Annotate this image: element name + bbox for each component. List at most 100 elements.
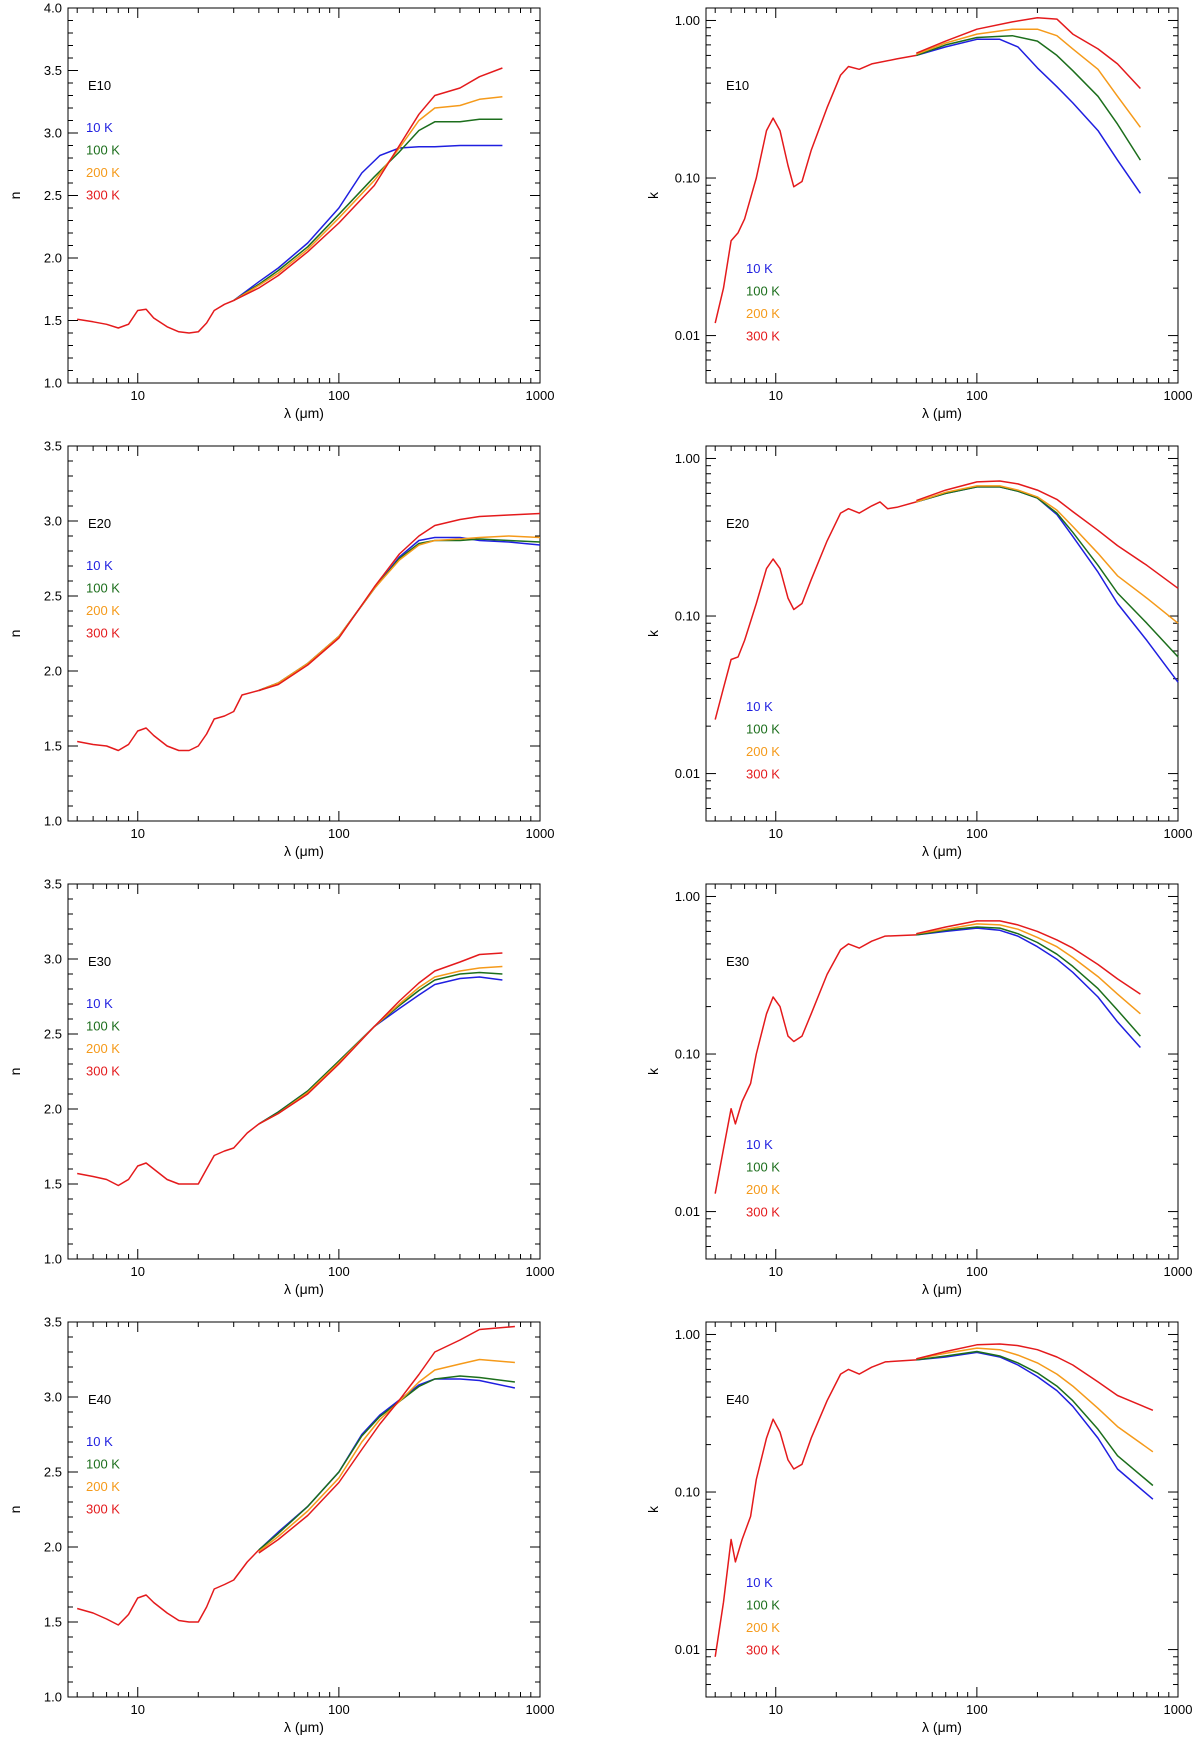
x-tick-label: 100 <box>328 826 350 841</box>
y-tick-label: 0.10 <box>675 1047 700 1062</box>
legend-entry-200k: 200 K <box>746 1182 780 1197</box>
panel-title: E30 <box>726 954 749 969</box>
x-tick-label: 100 <box>328 388 350 403</box>
y-tick-label: 1.00 <box>675 13 700 28</box>
y-axis-label: n <box>7 630 23 638</box>
y-tick-label: 2.5 <box>44 1027 62 1042</box>
series-line-100k <box>916 1350 1154 1487</box>
legend-entry-300k: 300 K <box>746 767 780 782</box>
x-tick-label: 1000 <box>526 1702 555 1717</box>
legend-entry-200k: 200 K <box>746 1620 780 1635</box>
y-tick-label: 0.01 <box>675 1204 700 1219</box>
series-line-200k <box>916 28 1142 128</box>
y-tick-label: 3.5 <box>44 439 62 454</box>
series-line-300k <box>916 17 1141 90</box>
y-tick-label: 1.00 <box>675 1327 700 1342</box>
x-tick-label: 10 <box>131 826 145 841</box>
y-axis-label: k <box>645 1505 661 1513</box>
y-tick-label: 0.10 <box>675 171 700 186</box>
series-line-10k <box>916 927 1141 1049</box>
legend-entry-100k: 100 K <box>86 581 120 596</box>
y-tick-label: 3.5 <box>44 1315 62 1330</box>
panel-title: E20 <box>88 516 111 531</box>
plot-frame <box>67 7 541 384</box>
chart-panel-e20-n: 10 100 1000 λ (μm) 1.0 1.5 2.0 2.5 3.0 3.5 n E20 10 … <box>7 439 554 860</box>
y-tick-label: 0.10 <box>675 1485 700 1500</box>
y-tick-label: 1.0 <box>44 1690 62 1705</box>
series-line-common <box>77 299 234 334</box>
series-line-300k <box>916 1343 1154 1411</box>
series-line-300k <box>258 1325 515 1554</box>
series-line-100k <box>916 926 1141 1037</box>
legend-entry-300k: 300 K <box>86 626 120 641</box>
series-line-300k <box>258 512 541 692</box>
series-line-common <box>714 934 917 1194</box>
y-tick-label: 3.0 <box>44 514 62 529</box>
y-tick-label: 1.5 <box>44 313 62 328</box>
chart-panel-e10-k: 10 100 1000 λ (μm) 0.01 0.10 1.00 k E10 10 K 100 K… <box>645 7 1193 421</box>
series-line-200k <box>916 1347 1154 1453</box>
legend-entry-100k: 100 K <box>86 1457 120 1472</box>
legend-entry-300k: 300 K <box>746 1205 780 1220</box>
legend-entry-10k: 10 K <box>86 996 113 1011</box>
legend-entry-300k: 300 K <box>86 1502 120 1517</box>
y-tick-label: 3.0 <box>44 952 62 967</box>
legend-entry-10k: 10 K <box>746 1575 773 1590</box>
series-line-100k <box>258 971 503 1125</box>
y-tick-label: 0.01 <box>675 766 700 781</box>
y-axis-label: n <box>7 192 23 200</box>
series-line-100k <box>916 34 1142 161</box>
series-line-200k <box>233 96 503 302</box>
y-tick-label: 4.0 <box>44 1 62 16</box>
chart-panel-e20-k: 10 100 1000 λ (μm) 0.01 0.10 1.00 k E20 10 K 100 K… <box>645 445 1192 859</box>
plot-frame <box>705 883 1179 1260</box>
series-line-common <box>714 54 917 324</box>
y-tick-label: 1.0 <box>44 376 62 391</box>
series-line-common <box>77 689 259 752</box>
y-tick-label: 2.0 <box>44 251 62 266</box>
x-tick-label: 1000 <box>526 1264 555 1279</box>
series-line-200k <box>916 485 1179 624</box>
series-line-300k <box>258 952 503 1125</box>
legend-entry-200k: 200 K <box>746 306 780 321</box>
legend-entry-100k: 100 K <box>746 284 780 299</box>
x-tick-label: 10 <box>769 1702 783 1717</box>
x-tick-label: 1000 <box>1164 388 1193 403</box>
x-tick-label: 1000 <box>526 826 555 841</box>
chart-panel-e40-n: 10 100 1000 λ (μm) 1.0 1.5 2.0 2.5 3.0 3.5 n E40 10 … <box>7 1315 554 1736</box>
y-axis-label: k <box>645 1067 661 1075</box>
series-line-300k <box>916 920 1141 995</box>
x-axis-label: λ (μm) <box>922 405 962 421</box>
y-tick-label: 1.00 <box>675 451 700 466</box>
x-tick-label: 100 <box>966 388 988 403</box>
plot-frame <box>67 883 541 1260</box>
legend-entry-10k: 10 K <box>86 1434 113 1449</box>
series-line-100k <box>233 118 503 302</box>
y-tick-label: 1.00 <box>675 889 700 904</box>
legend-entry-200k: 200 K <box>86 603 120 618</box>
legend-entry-10k: 10 K <box>746 261 773 276</box>
x-tick-label: 100 <box>328 1702 350 1717</box>
series-line-200k <box>916 923 1141 1015</box>
series-line-common <box>76 1549 260 1626</box>
y-tick-label: 0.01 <box>675 328 700 343</box>
y-tick-label: 3.5 <box>44 63 62 78</box>
x-axis-label: λ (μm) <box>922 1719 962 1735</box>
series-line-300k <box>233 67 503 302</box>
y-tick-label: 0.10 <box>675 609 700 624</box>
series-line-10k <box>233 144 503 302</box>
y-tick-label: 1.0 <box>44 814 62 829</box>
x-axis-label: λ (μm) <box>284 843 324 859</box>
legend-entry-10k: 10 K <box>746 699 773 714</box>
legend-entry-100k: 100 K <box>86 1019 120 1034</box>
y-axis-label: k <box>645 191 661 199</box>
plot-frame <box>67 445 541 822</box>
legend-entry-100k: 100 K <box>746 1160 780 1175</box>
series-line-10k <box>916 1351 1154 1500</box>
legend-entry-300k: 300 K <box>746 329 780 344</box>
series-line-10k <box>916 486 1179 683</box>
y-tick-label: 2.5 <box>44 1465 62 1480</box>
y-tick-label: 3.0 <box>44 126 62 141</box>
series-line-100k <box>916 486 1179 658</box>
